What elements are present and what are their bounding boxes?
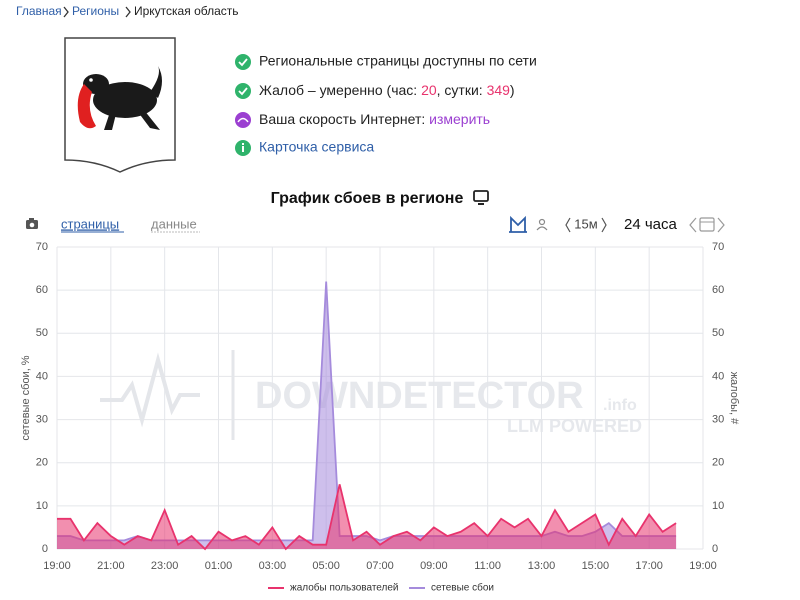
y-tick-label: 0	[42, 543, 48, 555]
y2-tick-label: 0	[712, 543, 718, 555]
y2-tick-label: 10	[712, 500, 724, 512]
y2-tick-label: 60	[712, 284, 724, 296]
y2-tick-label: 30	[712, 413, 724, 425]
y2-axis-title: жалобы, #	[728, 372, 740, 425]
x-tick-label: 11:00	[474, 560, 501, 572]
y-tick-label: 10	[36, 500, 48, 512]
service-card-link[interactable]: Карточка сервиса	[259, 139, 374, 155]
interval-prev[interactable]	[565, 217, 571, 233]
text: Жалоб – умеренно (час:	[259, 82, 421, 98]
y-axis-title: сетевые сбои, %	[20, 355, 32, 440]
user-button[interactable]	[536, 218, 548, 231]
y-tick-label: 60	[36, 284, 48, 296]
x-tick-label: 13:00	[528, 560, 556, 572]
info-icon	[235, 140, 251, 156]
hour-count: 20	[421, 82, 437, 98]
data-tab[interactable]: данные	[151, 216, 197, 231]
watermark-logo	[100, 350, 235, 440]
breadcrumb-separator	[63, 6, 69, 18]
x-tick-label: 19:00	[43, 560, 71, 572]
camera-button[interactable]	[26, 218, 38, 229]
period-next[interactable]	[717, 217, 725, 233]
period-prev[interactable]	[689, 217, 697, 233]
y-tick-label: 20	[36, 457, 48, 469]
x-tick-label: 09:00	[420, 560, 448, 572]
y2-tick-label: 70	[712, 241, 724, 253]
status-ok-icon	[235, 83, 251, 99]
interval-next[interactable]	[601, 217, 607, 233]
y-tick-label: 30	[36, 413, 48, 425]
speed-link[interactable]: измерить	[429, 111, 490, 127]
speed-icon	[235, 112, 251, 128]
breadcrumb-link[interactable]: Главная	[16, 4, 62, 18]
x-tick-label: 21:00	[97, 560, 125, 572]
x-tick-label: 05:00	[312, 560, 340, 572]
area-fill	[57, 484, 677, 549]
status-ok-icon	[235, 54, 251, 70]
pages-tab[interactable]: страницы	[61, 216, 119, 231]
watermark-suffix: .info	[603, 397, 637, 414]
y-tick-label: 50	[36, 327, 48, 339]
day-count: 349	[487, 82, 511, 98]
text: , сутки:	[437, 82, 487, 98]
period-value: 24 часа	[624, 216, 678, 233]
calendar-button[interactable]	[699, 217, 715, 232]
chart-title: График сбоев в регионе	[271, 190, 464, 207]
x-tick-label: 07:00	[366, 560, 394, 572]
text: Ваша скорость Интернет:	[259, 111, 429, 127]
chart-mode-button[interactable]	[509, 215, 527, 233]
x-tick-label: 15:00	[582, 560, 610, 572]
y2-tick-label: 20	[712, 457, 724, 469]
monitor-icon	[473, 190, 489, 205]
y2-tick-label: 50	[712, 327, 724, 339]
x-tick-label: 19:00	[689, 560, 717, 572]
series-line	[57, 484, 677, 551]
interval-value: 15м	[574, 216, 597, 231]
watermark-subtitle: LLM POWERED	[507, 416, 642, 436]
status-network: Региональные страницы доступны по сети	[259, 53, 537, 69]
y-tick-label: 40	[36, 370, 48, 382]
breadcrumb-separator	[125, 6, 131, 18]
status-speed: Ваша скорость Интернет: измерить	[259, 111, 490, 127]
x-tick-label: 01:00	[205, 560, 233, 572]
legend-label: сетевые сбои	[431, 582, 494, 594]
coat-of-arms	[64, 37, 176, 173]
legend-label: жалобы пользователей	[290, 582, 399, 594]
y2-tick-label: 40	[712, 370, 724, 382]
plot: 0 10 20 30 40 50 60 70 0 10 20 30 40 50 60 70 19:00 21:00…	[36, 241, 725, 594]
text: )	[510, 82, 515, 98]
status-complaints: Жалоб – умеренно (час: 20, сутки: 349)	[259, 82, 515, 98]
x-tick-label: 23:00	[151, 560, 179, 572]
y-tick-label: 70	[36, 241, 48, 253]
x-tick-label: 17:00	[635, 560, 663, 572]
breadcrumb-link[interactable]: Регионы	[72, 4, 119, 18]
x-tick-label: 03:00	[259, 560, 287, 572]
watermark-title: DOWNDETECTOR	[255, 375, 584, 417]
breadcrumb-current: Иркутская область	[134, 4, 239, 18]
